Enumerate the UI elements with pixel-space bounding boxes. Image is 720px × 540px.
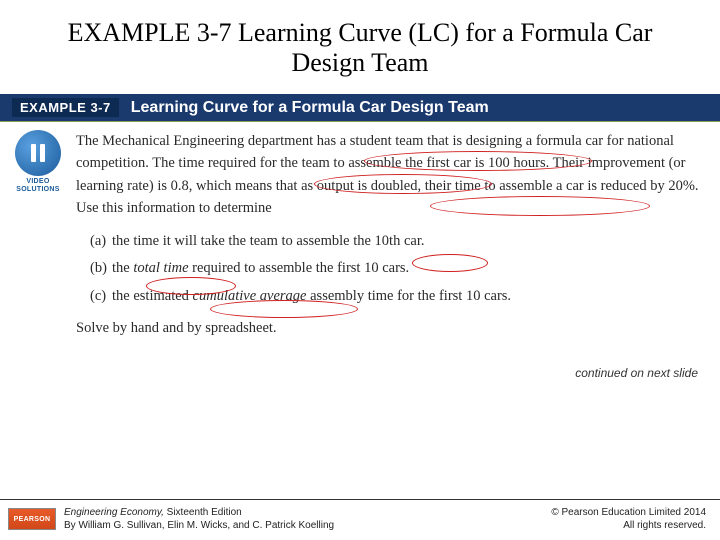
authors: By William G. Sullivan, Elin M. Wicks, a… (64, 519, 334, 532)
closing-line: Solve by hand and by spreadsheet. (76, 317, 704, 339)
rights: All rights reserved. (551, 519, 706, 532)
list-item: (c) the estimated cumulative average ass… (90, 285, 704, 307)
item-text-pre: the time it will take the team to assemb… (112, 233, 375, 249)
problem-paragraph: The Mechanical Engineering department ha… (76, 130, 704, 220)
footer-left: PEARSON Engineering Economy, Sixteenth E… (8, 506, 334, 532)
item-text-post: 10th car. (375, 233, 425, 249)
content-row: VIDEO SOLUTIONS The Mechanical Engineeri… (0, 122, 720, 350)
copyright: © Pearson Education Limited 2014 (551, 506, 706, 519)
item-em: total time (133, 260, 188, 276)
item-marker: (b) (90, 257, 107, 279)
question-list: (a) the time it will take the team to as… (90, 230, 704, 307)
continued-note: continued on next slide (0, 350, 720, 380)
slide-title: EXAMPLE 3-7 Learning Curve (LC) for a Fo… (0, 0, 720, 88)
video-play-icon (15, 130, 61, 176)
body-text: The Mechanical Engineering department ha… (76, 130, 704, 350)
video-label: VIDEO SOLUTIONS (10, 178, 66, 193)
footer: PEARSON Engineering Economy, Sixteenth E… (0, 499, 720, 540)
book-title: Engineering Economy, (64, 507, 164, 518)
item-marker: (c) (90, 285, 106, 307)
item-em: cumulative average (193, 288, 307, 304)
item-text-post: assembly time for the first 10 cars. (306, 288, 511, 304)
list-item: (b) the total time required to assemble … (90, 257, 704, 279)
item-marker: (a) (90, 230, 106, 252)
item-text-pre: the estimated (112, 288, 193, 304)
example-bar: EXAMPLE 3-7 Learning Curve for a Formula… (0, 94, 720, 121)
pearson-logo: PEARSON (8, 508, 56, 530)
footer-citation: Engineering Economy, Sixteenth Edition B… (64, 506, 334, 532)
footer-right: © Pearson Education Limited 2014 All rig… (551, 506, 706, 532)
example-label: EXAMPLE 3-7 (12, 98, 119, 117)
example-subtitle: Learning Curve for a Formula Car Design … (131, 99, 489, 117)
list-item: (a) the time it will take the team to as… (90, 230, 704, 252)
video-solutions-icon: VIDEO SOLUTIONS (10, 130, 66, 350)
item-text-post: required to assemble the first 10 cars. (189, 260, 410, 276)
item-text-pre: the (112, 260, 133, 276)
edition: Sixteenth Edition (164, 507, 242, 518)
